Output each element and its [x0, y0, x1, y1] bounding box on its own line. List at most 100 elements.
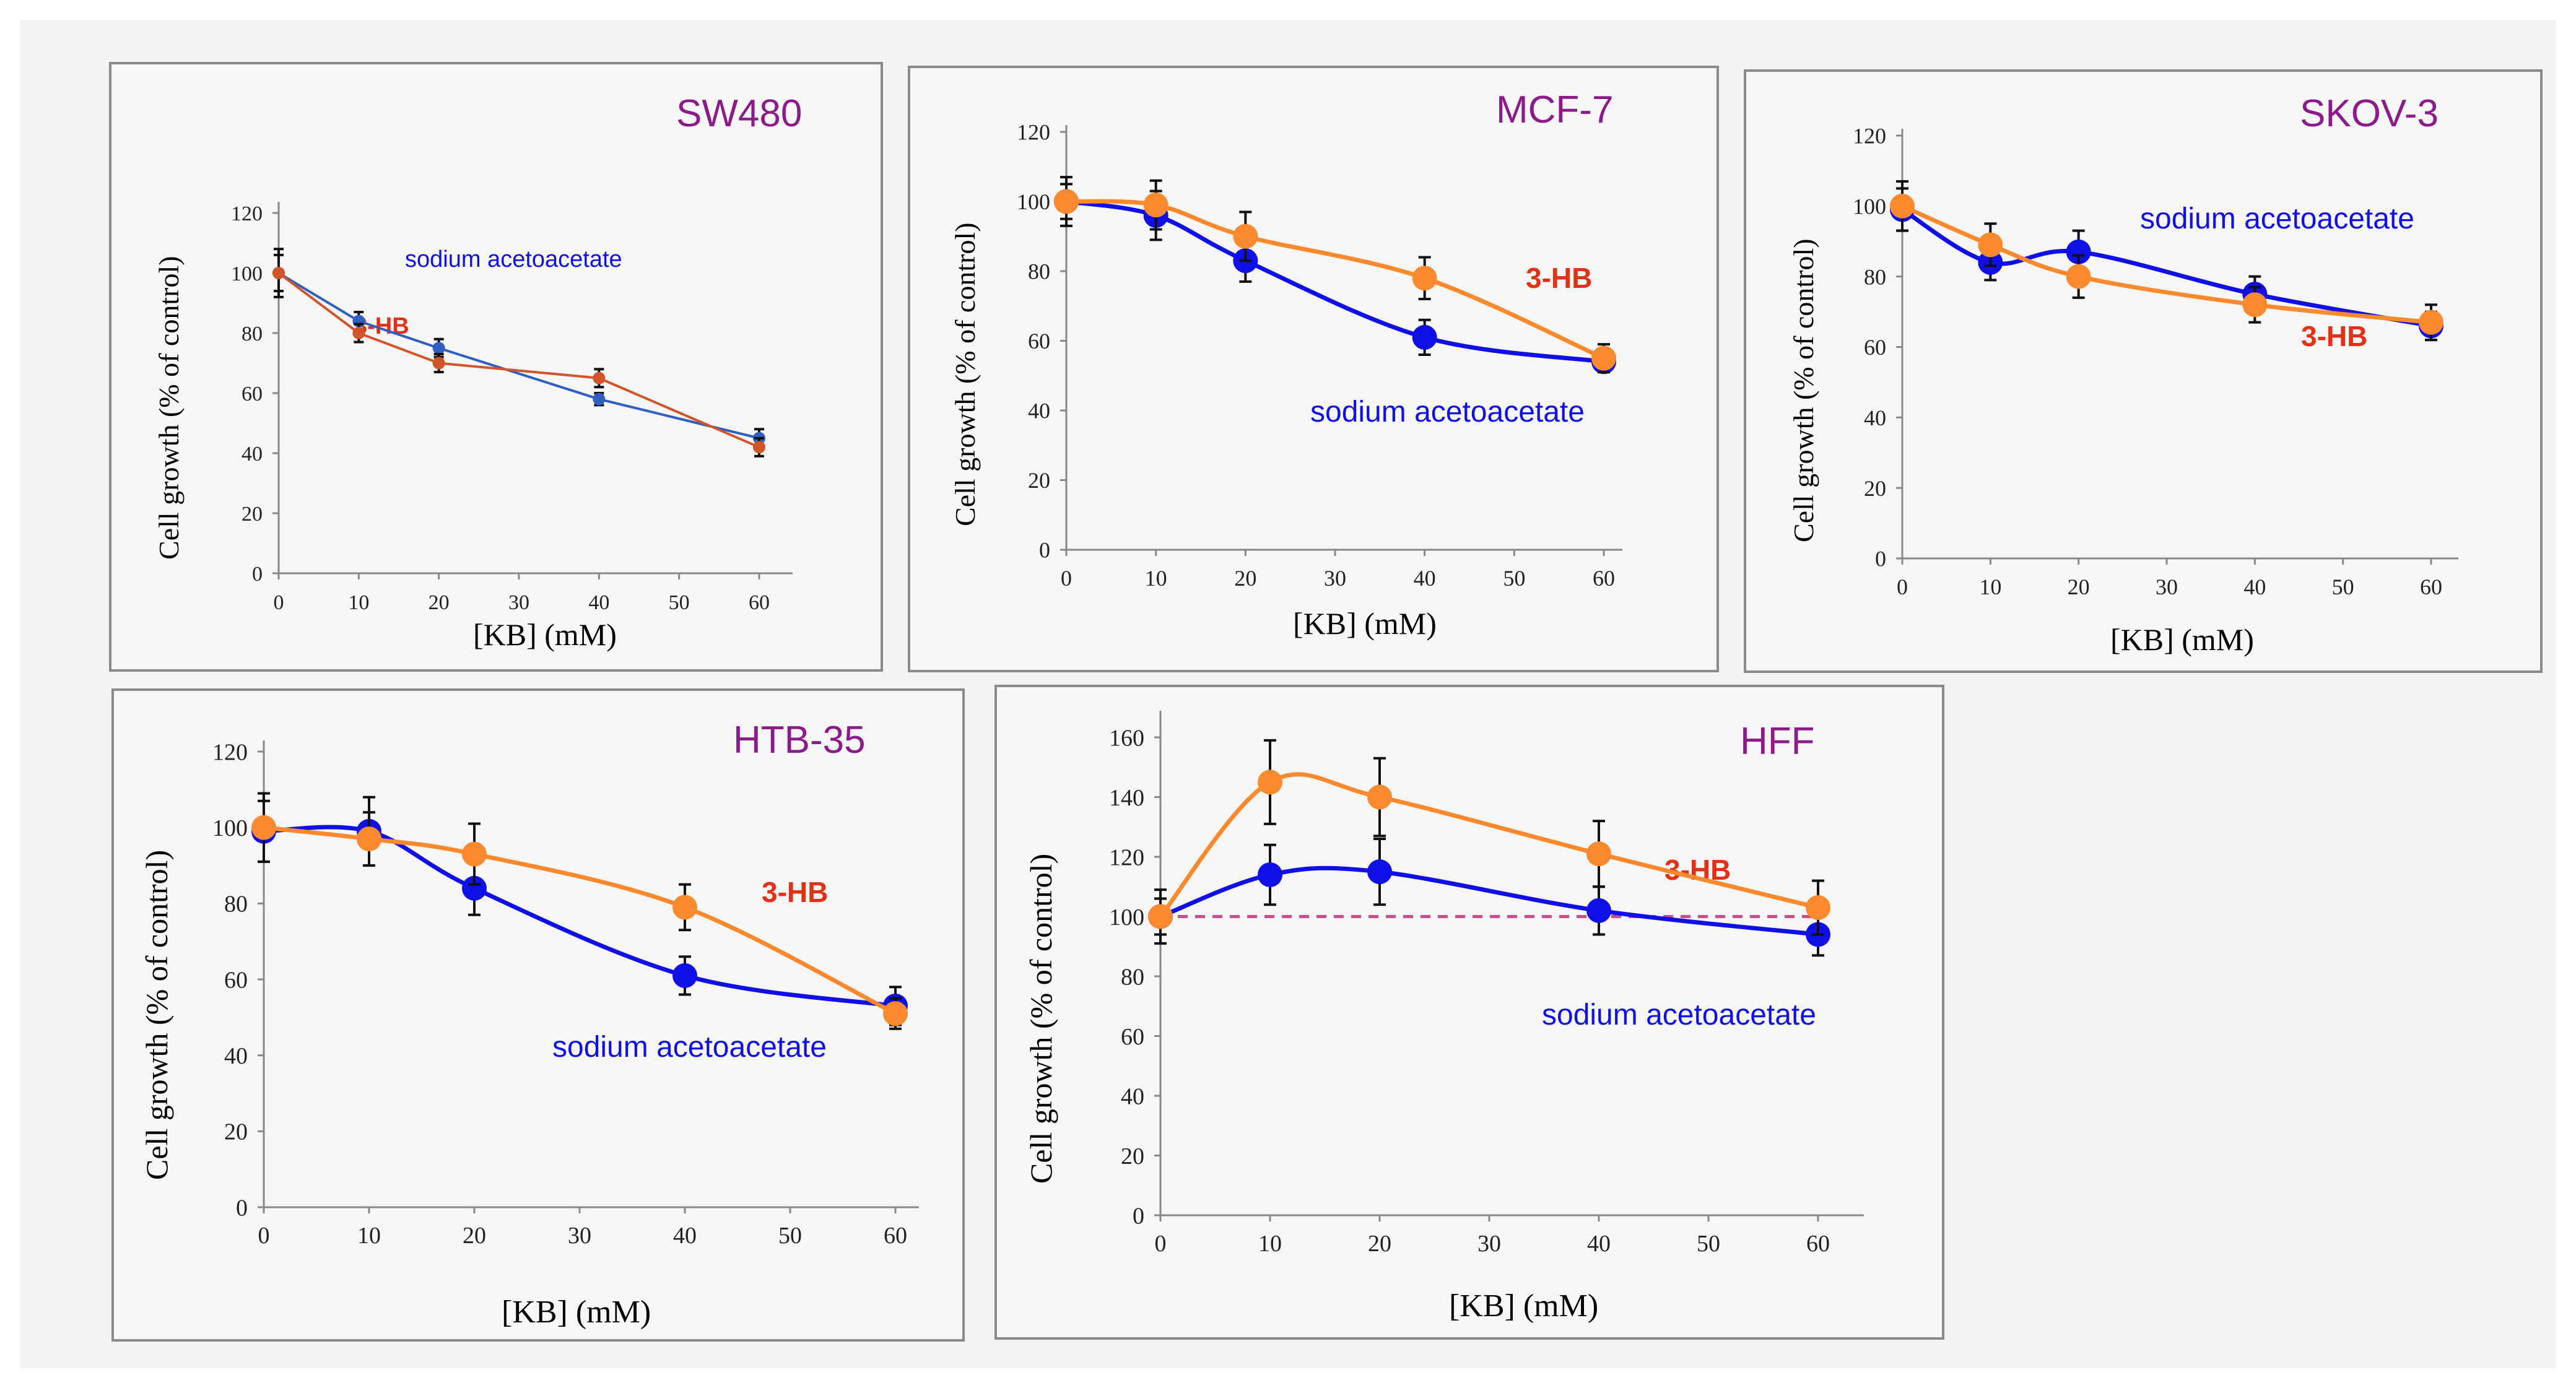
data-point-3-hb: [251, 815, 276, 840]
y-tick-label: 100: [1017, 189, 1050, 214]
y-tick-label: 120: [212, 739, 248, 765]
series-line-3-hb: [1159, 772, 1819, 918]
x-tick-label: 10: [1979, 575, 2001, 599]
y-tick-label: 120: [231, 202, 263, 225]
y-tick-label: 20: [242, 503, 263, 526]
data-point-3-hb: [2242, 292, 2268, 318]
x-tick-label: 30: [568, 1223, 591, 1249]
x-tick-label: 30: [1477, 1231, 1501, 1257]
x-tick-label: 60: [1593, 566, 1615, 591]
y-tick-label: 20: [1028, 468, 1050, 493]
data-point-3-hb: [1412, 266, 1437, 291]
y-tick-label: 40: [224, 1043, 248, 1069]
y-tick-label: 60: [1864, 335, 1886, 360]
y-tick-label: 80: [1121, 964, 1144, 990]
y-tick-label: 60: [1121, 1024, 1144, 1050]
x-tick-label: 40: [2243, 575, 2266, 599]
series-label-3-hb: 3-HB: [1526, 262, 1593, 294]
plot-area: 0 20 40 60 80 100 120 0 10 20 30 40 50 60: [212, 739, 919, 1249]
x-tick-label: 0: [258, 1223, 270, 1249]
series-line-3-hb: [263, 825, 897, 1016]
x-tick-label: 10: [357, 1223, 381, 1249]
series-line-sodium-acetoacetate: [263, 825, 896, 1008]
chart-panel-skov-3: SKOV-3 Cell growth (% of control) [KB] (…: [1744, 69, 2543, 673]
x-tick-label: 10: [348, 591, 369, 614]
y-tick-label: 60: [224, 967, 248, 993]
series-line-sodium-acetoacetate: [277, 272, 760, 440]
data-point-3-hb: [1591, 345, 1616, 371]
x-tick-label: 50: [669, 591, 690, 614]
x-tick-label: 60: [1806, 1231, 1830, 1257]
y-tick-label: 0: [1875, 547, 1886, 571]
x-tick-label: 50: [1697, 1231, 1720, 1257]
y-tick-label: 0: [1039, 538, 1050, 563]
y-tick-label: 80: [242, 323, 263, 345]
y-tick-label: 40: [1864, 406, 1886, 430]
data-point-3-hb: [883, 1001, 908, 1026]
data-point-3-hb: [352, 327, 365, 339]
x-tick-label: 60: [749, 591, 770, 614]
x-axis-label: [KB] (mM): [473, 617, 617, 652]
data-point-3-hb: [1054, 189, 1079, 214]
x-tick-label: 60: [884, 1223, 907, 1249]
data-point-3-hb: [2419, 310, 2443, 335]
data-point-3-hb: [2066, 264, 2091, 289]
y-tick-label: 0: [252, 563, 263, 586]
data-point-sodium-acetoacetate: [672, 963, 697, 988]
x-tick-label: 0: [1897, 575, 1908, 599]
x-tick-label: 10: [1145, 566, 1167, 591]
x-tick-label: 20: [1368, 1231, 1391, 1257]
x-tick-label: 20: [429, 591, 450, 614]
data-point-sodium-acetoacetate: [432, 342, 445, 355]
y-tick-label: 20: [1121, 1143, 1144, 1169]
x-tick-label: 30: [1324, 566, 1346, 591]
y-tick-label: 120: [1017, 120, 1050, 145]
x-axis-label: [KB] (mM): [1293, 606, 1437, 641]
data-point-sodium-acetoacetate: [462, 875, 487, 901]
series-line-3-hb: [1901, 204, 2432, 325]
y-tick-label: 140: [1109, 785, 1144, 811]
x-tick-label: 40: [1414, 566, 1436, 591]
chart-title: HTB-35: [733, 719, 866, 761]
x-tick-label: 50: [2332, 575, 2354, 599]
y-tick-label: 20: [224, 1119, 248, 1145]
series-label-3-hb: 3-HB: [762, 876, 829, 908]
series-label-3-hb: 3-HB: [1664, 854, 1731, 886]
x-tick-label: 20: [1234, 566, 1256, 591]
data-point-3-hb: [1148, 904, 1173, 929]
chart-title: SW480: [676, 92, 803, 135]
y-tick-label: 0: [1133, 1203, 1144, 1229]
y-tick-label: 160: [1109, 725, 1144, 751]
data-point-sodium-acetoacetate: [1586, 898, 1611, 923]
chart-title: HFF: [1740, 720, 1815, 763]
y-tick-label: 120: [1853, 124, 1886, 149]
data-point-3-hb: [672, 895, 697, 920]
data-point-3-hb: [753, 441, 765, 454]
plot-area: 0 20 40 60 80 100 120 0 10 20 30 40 50 60: [1853, 124, 2458, 599]
plot-area: 0 20 40 60 80 100 120 140 160 0 10 20 30 40 50 60: [1109, 711, 1864, 1257]
series-line-sodium-acetoacetate: [1066, 199, 1604, 364]
y-tick-label: 40: [242, 443, 263, 466]
series-label-sodium-acetoacetate: sodium acetoacetate: [2140, 202, 2414, 235]
y-tick-label: 100: [212, 815, 248, 841]
series-line-sodium-acetoacetate: [1901, 207, 2432, 328]
data-point-3-hb: [1890, 193, 1915, 219]
data-point-3-hb: [593, 371, 606, 384]
y-tick-label: 60: [1028, 329, 1050, 354]
data-point-3-hb: [1978, 232, 2003, 258]
x-axis-label: [KB] (mM): [1449, 1288, 1599, 1324]
data-point-3-hb: [1258, 770, 1282, 795]
y-tick-label: 40: [1028, 399, 1050, 423]
plot-area: 0 20 40 60 80 100 120 0 10 20 30 40 50 60: [1017, 120, 1622, 591]
data-point-sodium-acetoacetate: [593, 393, 606, 406]
y-tick-label: 0: [236, 1195, 248, 1221]
y-tick-label: 100: [1109, 904, 1144, 930]
series-line-3-hb: [1066, 199, 1605, 360]
chart-panel-mcf-7: MCF-7 Cell growth (% of control) [KB] (m…: [908, 66, 1719, 672]
chart-title: MCF-7: [1496, 89, 1614, 131]
x-tick-label: 40: [673, 1223, 697, 1249]
data-point-sodium-acetoacetate: [1258, 862, 1282, 887]
x-tick-label: 50: [1503, 566, 1525, 591]
y-tick-label: 40: [1121, 1083, 1144, 1109]
